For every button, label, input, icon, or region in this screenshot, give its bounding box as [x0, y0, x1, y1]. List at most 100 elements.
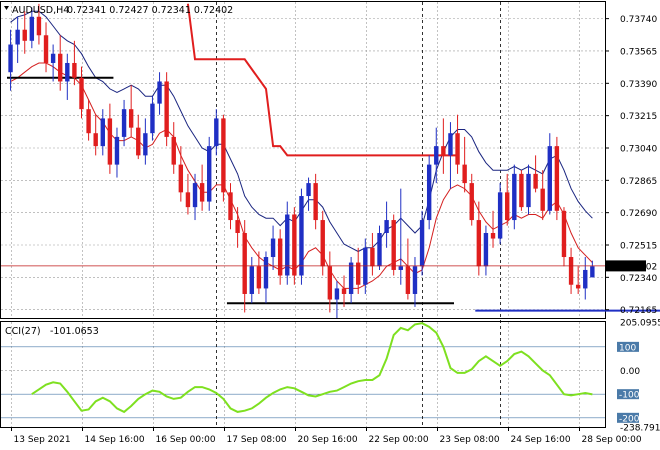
candle: [398, 188, 403, 285]
candle-body: [512, 173, 517, 221]
candle-body: [476, 220, 482, 267]
candle-body: [36, 16, 42, 36]
price-tick-label: 0.73040: [620, 144, 657, 154]
cci-tick-label: 0.00: [620, 367, 640, 377]
header-triangle-icon: [4, 6, 9, 10]
candle-body: [377, 232, 382, 267]
candle: [320, 210, 325, 276]
candle: [554, 136, 560, 221]
candle-body: [285, 214, 290, 276]
candle: [469, 173, 474, 226]
candle: [263, 251, 269, 304]
candle-body: [58, 53, 63, 82]
symbol-header: AUDUSD,H4: [12, 5, 69, 16]
candle: [199, 164, 205, 211]
candle: [391, 214, 396, 276]
candle: [568, 247, 574, 294]
candle-body: [483, 232, 489, 267]
candle: [285, 201, 290, 285]
candle-body: [561, 210, 567, 258]
candle: [185, 173, 191, 215]
candle: [36, 3, 42, 45]
candle-body: [93, 133, 98, 147]
candle: [93, 114, 98, 156]
candle-body: [519, 173, 524, 208]
candle-body: [540, 188, 545, 211]
candle-body: [341, 288, 347, 294]
candle: [426, 155, 432, 230]
candle-body: [72, 62, 77, 78]
candle: [136, 114, 141, 160]
candle-body: [327, 266, 333, 300]
candle-body: [384, 220, 389, 233]
candle: [121, 99, 127, 147]
candle: [157, 72, 162, 115]
candle: [292, 207, 297, 285]
candle: [412, 257, 418, 307]
candle: [561, 207, 567, 267]
current-price-marker: 0.72402: [1, 260, 657, 272]
candle: [363, 238, 368, 294]
candle: [341, 275, 347, 307]
candle-body: [455, 133, 460, 165]
candle: [207, 136, 212, 211]
candle: [270, 225, 276, 270]
cci-header-name: CCI(27): [5, 326, 41, 337]
price-tick-label: 0.73740: [620, 15, 657, 25]
candle-body: [228, 192, 233, 221]
candle: [171, 122, 176, 174]
candle: [43, 22, 49, 73]
candle-body: [143, 133, 148, 156]
candle-body: [128, 109, 134, 128]
candle-body: [79, 77, 84, 110]
time-tick-label: 16 Sep 00:00: [156, 435, 216, 445]
time-tick-label: 22 Sep 00:00: [369, 435, 429, 445]
candle-body: [221, 118, 226, 193]
candle-body: [22, 29, 27, 41]
candle-body: [469, 183, 474, 221]
candle: [299, 188, 304, 285]
candle-body: [398, 266, 403, 270]
candle-body: [462, 164, 467, 184]
candle-body: [270, 238, 276, 258]
candle: [476, 201, 482, 276]
cci-panel-frame: [0, 321, 606, 428]
candle-body: [299, 196, 304, 276]
candle: [370, 232, 375, 276]
candle: [100, 109, 105, 156]
cci-tick-label: -238.7918: [620, 424, 660, 434]
candle-body: [214, 118, 219, 147]
candle: [441, 118, 446, 174]
candle-body: [412, 266, 418, 294]
price-tick-label: 0.72340: [620, 274, 657, 284]
cci-header-value: -101.0653: [50, 326, 99, 337]
candle: [8, 29, 13, 91]
cci-series: [31, 322, 593, 414]
candle: [448, 122, 453, 189]
cci-level-tag: [617, 412, 639, 423]
candle: [483, 225, 489, 276]
cci-grid: [1, 346, 605, 419]
candle-body: [292, 214, 297, 276]
candle: [114, 127, 120, 178]
candle: [242, 220, 247, 313]
candle: [79, 66, 84, 119]
candle: [505, 173, 510, 226]
candle: [15, 16, 20, 63]
candle-body: [164, 81, 169, 137]
cci-tick-label: -100: [619, 391, 640, 401]
price-tick-label: 0.72865: [620, 177, 657, 187]
time-tick-label: 17 Sep 08:00: [227, 435, 287, 445]
candle-body: [157, 81, 162, 104]
candle-body: [363, 247, 368, 285]
candle-body: [505, 192, 510, 221]
candle-body: [306, 183, 311, 197]
candle-body: [391, 220, 396, 270]
candle: [228, 183, 233, 230]
candle: [583, 257, 588, 300]
candle: [50, 44, 56, 82]
candle: [221, 114, 226, 202]
candle: [214, 109, 219, 156]
candle: [256, 251, 262, 294]
